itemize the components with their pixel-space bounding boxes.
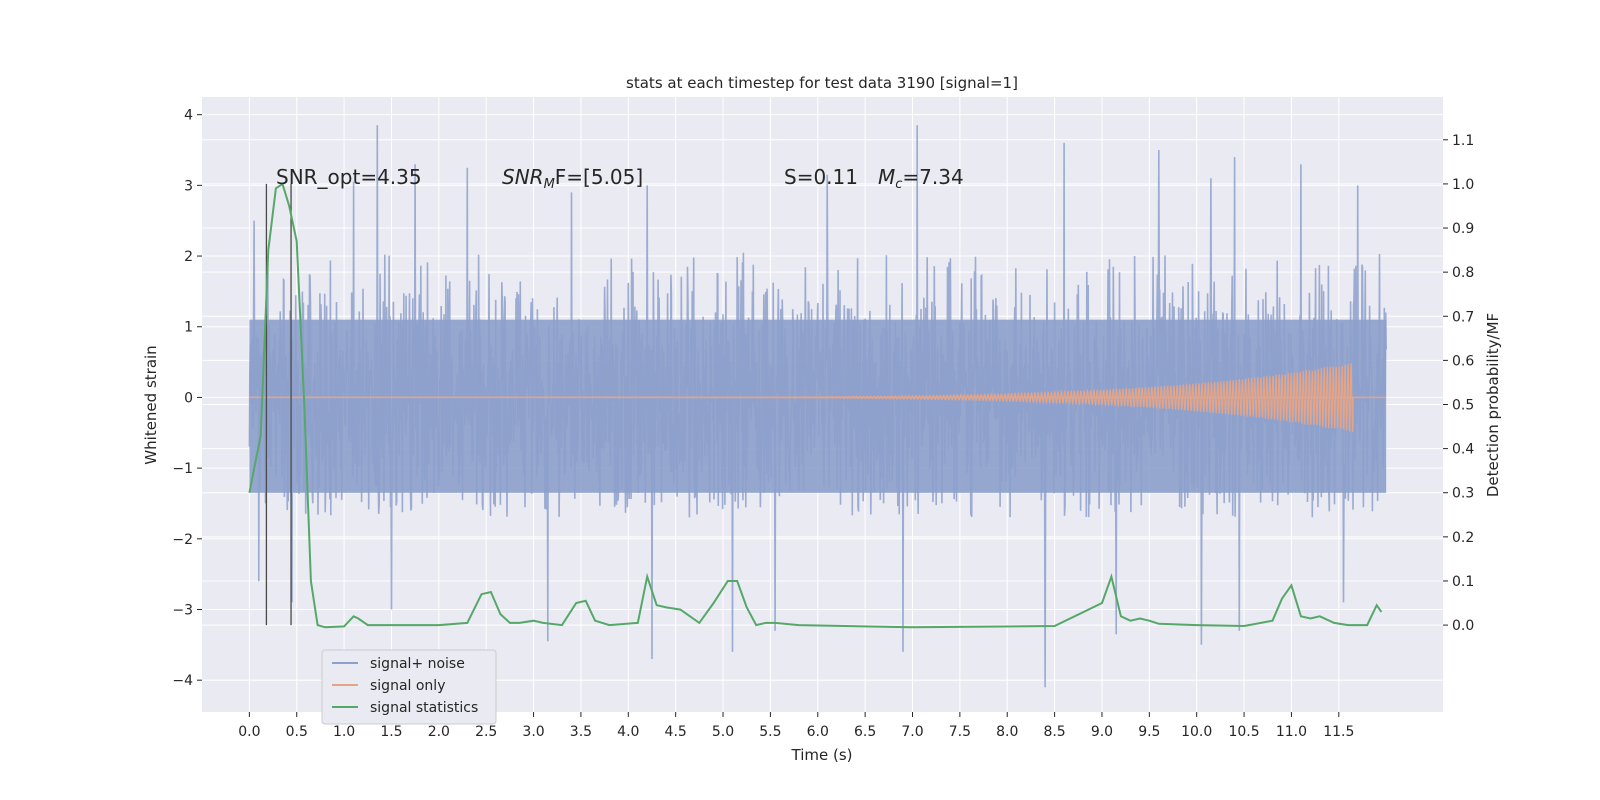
y-tick-label: 2 xyxy=(184,249,193,265)
x-tick-label: 0.0 xyxy=(238,724,260,740)
annotation-mc: Mc=7.34 xyxy=(878,165,964,192)
annotation-s: S=0.11 xyxy=(784,165,858,189)
legend-label-signal-statistics: signal statistics xyxy=(370,700,478,716)
x-tick-label: 5.5 xyxy=(759,724,781,740)
x-tick-label: 3.0 xyxy=(522,724,544,740)
x-tick-label: 8.0 xyxy=(996,724,1018,740)
annotation-snr-opt: SNR_opt=4.35 xyxy=(276,165,422,189)
y2-tick-label: 0.5 xyxy=(1452,398,1474,414)
y2-tick-label: 0.1 xyxy=(1452,574,1474,590)
legend: signal+ noise signal only signal statist… xyxy=(321,649,497,725)
snr-mf-sub: M xyxy=(544,177,555,192)
x-tick-label: 2.0 xyxy=(428,724,450,740)
y2-tick-label: 0.9 xyxy=(1452,221,1474,237)
x-tick-label: 2.5 xyxy=(475,724,497,740)
annotation-snr-mf: SNRMF=[5.05] xyxy=(502,165,643,192)
y2-tick-label: 0.8 xyxy=(1452,265,1474,281)
x-tick-label: 10.5 xyxy=(1228,724,1259,740)
y-tick-label: −4 xyxy=(172,673,193,689)
y-tick-label: 0 xyxy=(184,390,193,406)
y2-tick-label: 0.0 xyxy=(1452,618,1474,634)
x-tick-label: 1.0 xyxy=(333,724,355,740)
y2-tick-label: 0.2 xyxy=(1452,530,1474,546)
x-tick-label: 4.5 xyxy=(665,724,687,740)
x-tick-label: 5.0 xyxy=(712,724,734,740)
axis-layer: 0.0 0.5 1.0 1.5 2.0 2.5 3.0 3.5 4.0 4.5 5.0 5.5 6.0 6… xyxy=(172,108,1474,740)
y2-tick-label: 1.0 xyxy=(1452,177,1474,193)
x-tick-label: 6.5 xyxy=(854,724,876,740)
x-tick-label: 11.5 xyxy=(1323,724,1354,740)
data-layer xyxy=(248,125,1387,688)
y-tick-label: 1 xyxy=(184,320,193,336)
x-tick-label: 8.5 xyxy=(1043,724,1065,740)
y2-tick-label: 0.6 xyxy=(1452,353,1474,369)
y-tick-label: −3 xyxy=(172,603,193,619)
x-tick-label: 3.5 xyxy=(570,724,592,740)
s-value: S=0.11 xyxy=(784,165,858,189)
mc-rest: =7.34 xyxy=(902,165,963,189)
x-tick-label: 10.0 xyxy=(1181,724,1212,740)
x-tick-label: 9.5 xyxy=(1138,724,1160,740)
mc-main: M xyxy=(878,165,895,189)
x-tick-label: 9.0 xyxy=(1091,724,1113,740)
x-tick-label: 1.5 xyxy=(380,724,402,740)
y-tick-label: 3 xyxy=(184,178,193,194)
mc-sub: c xyxy=(895,177,902,192)
x-tick-label: 0.5 xyxy=(286,724,308,740)
x-tick-label: 7.5 xyxy=(949,724,971,740)
y2-tick-label: 1.1 xyxy=(1452,133,1474,149)
series-signal-statistics xyxy=(248,182,1383,629)
series-signal-only xyxy=(249,362,1354,433)
y-tick-label: 4 xyxy=(184,108,193,124)
legend-label-signal-noise: signal+ noise xyxy=(370,656,465,672)
y-tick-label: −1 xyxy=(172,461,193,477)
legend-box xyxy=(321,649,497,725)
x-tick-label: 11.0 xyxy=(1276,724,1307,740)
x-tick-label: 7.0 xyxy=(901,724,923,740)
x-tick-label: 4.0 xyxy=(617,724,639,740)
y-axis-label: Whitened strain xyxy=(142,345,160,464)
y2-tick-label: 0.7 xyxy=(1452,309,1474,325)
y2-tick-label: 0.4 xyxy=(1452,442,1474,458)
y2-axis-label: Detection probability/MF xyxy=(1484,313,1502,497)
x-axis-label: Time (s) xyxy=(791,746,853,764)
snr-mf-main: SNR xyxy=(502,165,544,189)
legend-label-signal-only: signal only xyxy=(370,678,445,694)
chart-title: stats at each timestep for test data 319… xyxy=(626,74,1018,92)
x-tick-label: 6.0 xyxy=(807,724,829,740)
y-tick-label: −2 xyxy=(172,532,193,548)
y2-tick-label: 0.3 xyxy=(1452,486,1474,502)
snr-mf-rest: F=[5.05] xyxy=(555,165,643,189)
